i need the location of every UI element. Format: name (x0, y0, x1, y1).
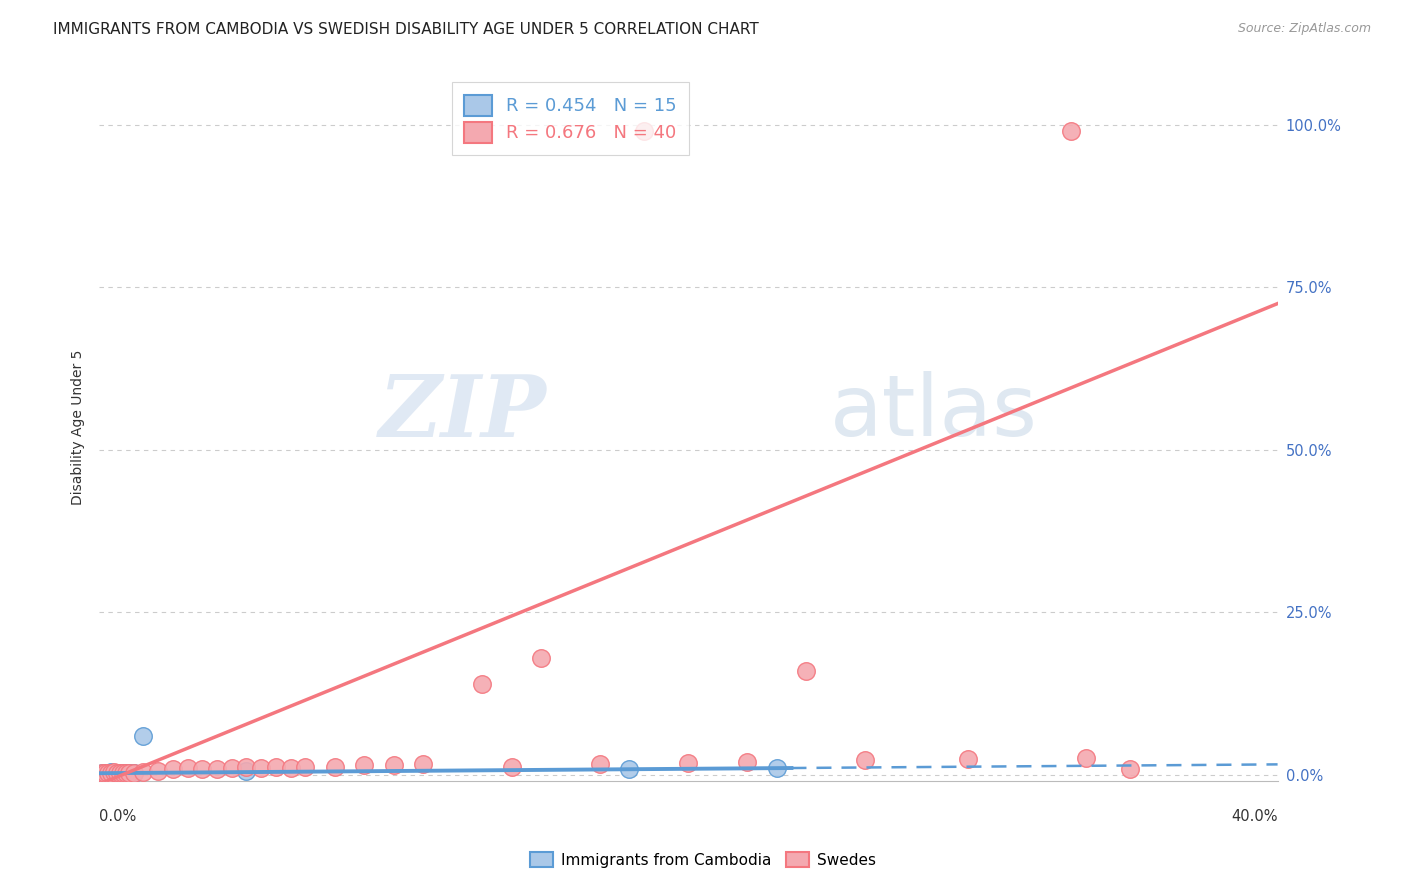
Point (111, 766, 134, 780)
Text: IMMIGRANTS FROM CAMBODIA VS SWEDISH DISABILITY AGE UNDER 5 CORRELATION CHART: IMMIGRANTS FROM CAMBODIA VS SWEDISH DISA… (53, 22, 759, 37)
Point (221, 761, 243, 775)
Point (103, 765, 125, 780)
Point (162, 762, 184, 776)
Point (382, 757, 405, 772)
Point (1119, 762, 1142, 776)
Point (114, 765, 136, 780)
Point (633, 124, 655, 138)
Point (132, 729, 155, 743)
Text: ZIP: ZIP (380, 371, 547, 455)
Point (280, 761, 302, 775)
Point (294, 760, 316, 774)
Point (765, 761, 787, 775)
Point (146, 764, 169, 779)
Point (853, 753, 876, 767)
Point (94, 766, 117, 780)
Text: 40.0%: 40.0% (1232, 809, 1278, 824)
Point (91, 765, 114, 780)
Point (100, 766, 122, 780)
Point (957, 752, 980, 766)
Point (619, 762, 641, 776)
Point (323, 760, 346, 774)
Point (176, 761, 198, 775)
Point (105, 766, 128, 780)
Point (205, 762, 228, 776)
Point (117, 766, 139, 780)
Text: atlas: atlas (830, 371, 1038, 454)
Point (1060, 124, 1083, 138)
Point (97, 765, 120, 780)
Point (91, 766, 114, 780)
Point (124, 765, 146, 780)
Point (94, 765, 117, 780)
Text: 0.0%: 0.0% (100, 809, 136, 824)
Point (678, 756, 700, 770)
Point (264, 760, 287, 774)
Y-axis label: Disability Age Under 5: Disability Age Under 5 (72, 350, 86, 505)
Legend: Immigrants from Cambodia, Swedes: Immigrants from Cambodia, Swedes (524, 846, 882, 873)
Point (794, 664, 817, 678)
Legend: R = 0.454   N = 15, R = 0.676   N = 40: R = 0.454 N = 15, R = 0.676 N = 40 (451, 82, 689, 155)
Point (117, 765, 139, 780)
Point (103, 764, 125, 779)
Point (114, 765, 136, 780)
Point (124, 766, 146, 780)
Point (105, 766, 128, 780)
Point (589, 757, 612, 772)
Point (111, 766, 134, 780)
Point (235, 764, 257, 779)
Point (97, 766, 120, 780)
Point (412, 757, 434, 772)
Point (530, 650, 553, 665)
Point (353, 758, 375, 772)
Point (501, 760, 523, 774)
Point (471, 676, 494, 690)
Point (132, 764, 155, 779)
Point (191, 762, 214, 776)
Text: Source: ZipAtlas.com: Source: ZipAtlas.com (1237, 22, 1371, 36)
Point (250, 761, 273, 775)
Point (100, 764, 122, 779)
Point (108, 765, 131, 780)
Point (235, 760, 257, 774)
Point (1074, 750, 1097, 764)
Point (735, 755, 758, 769)
Point (108, 765, 131, 780)
